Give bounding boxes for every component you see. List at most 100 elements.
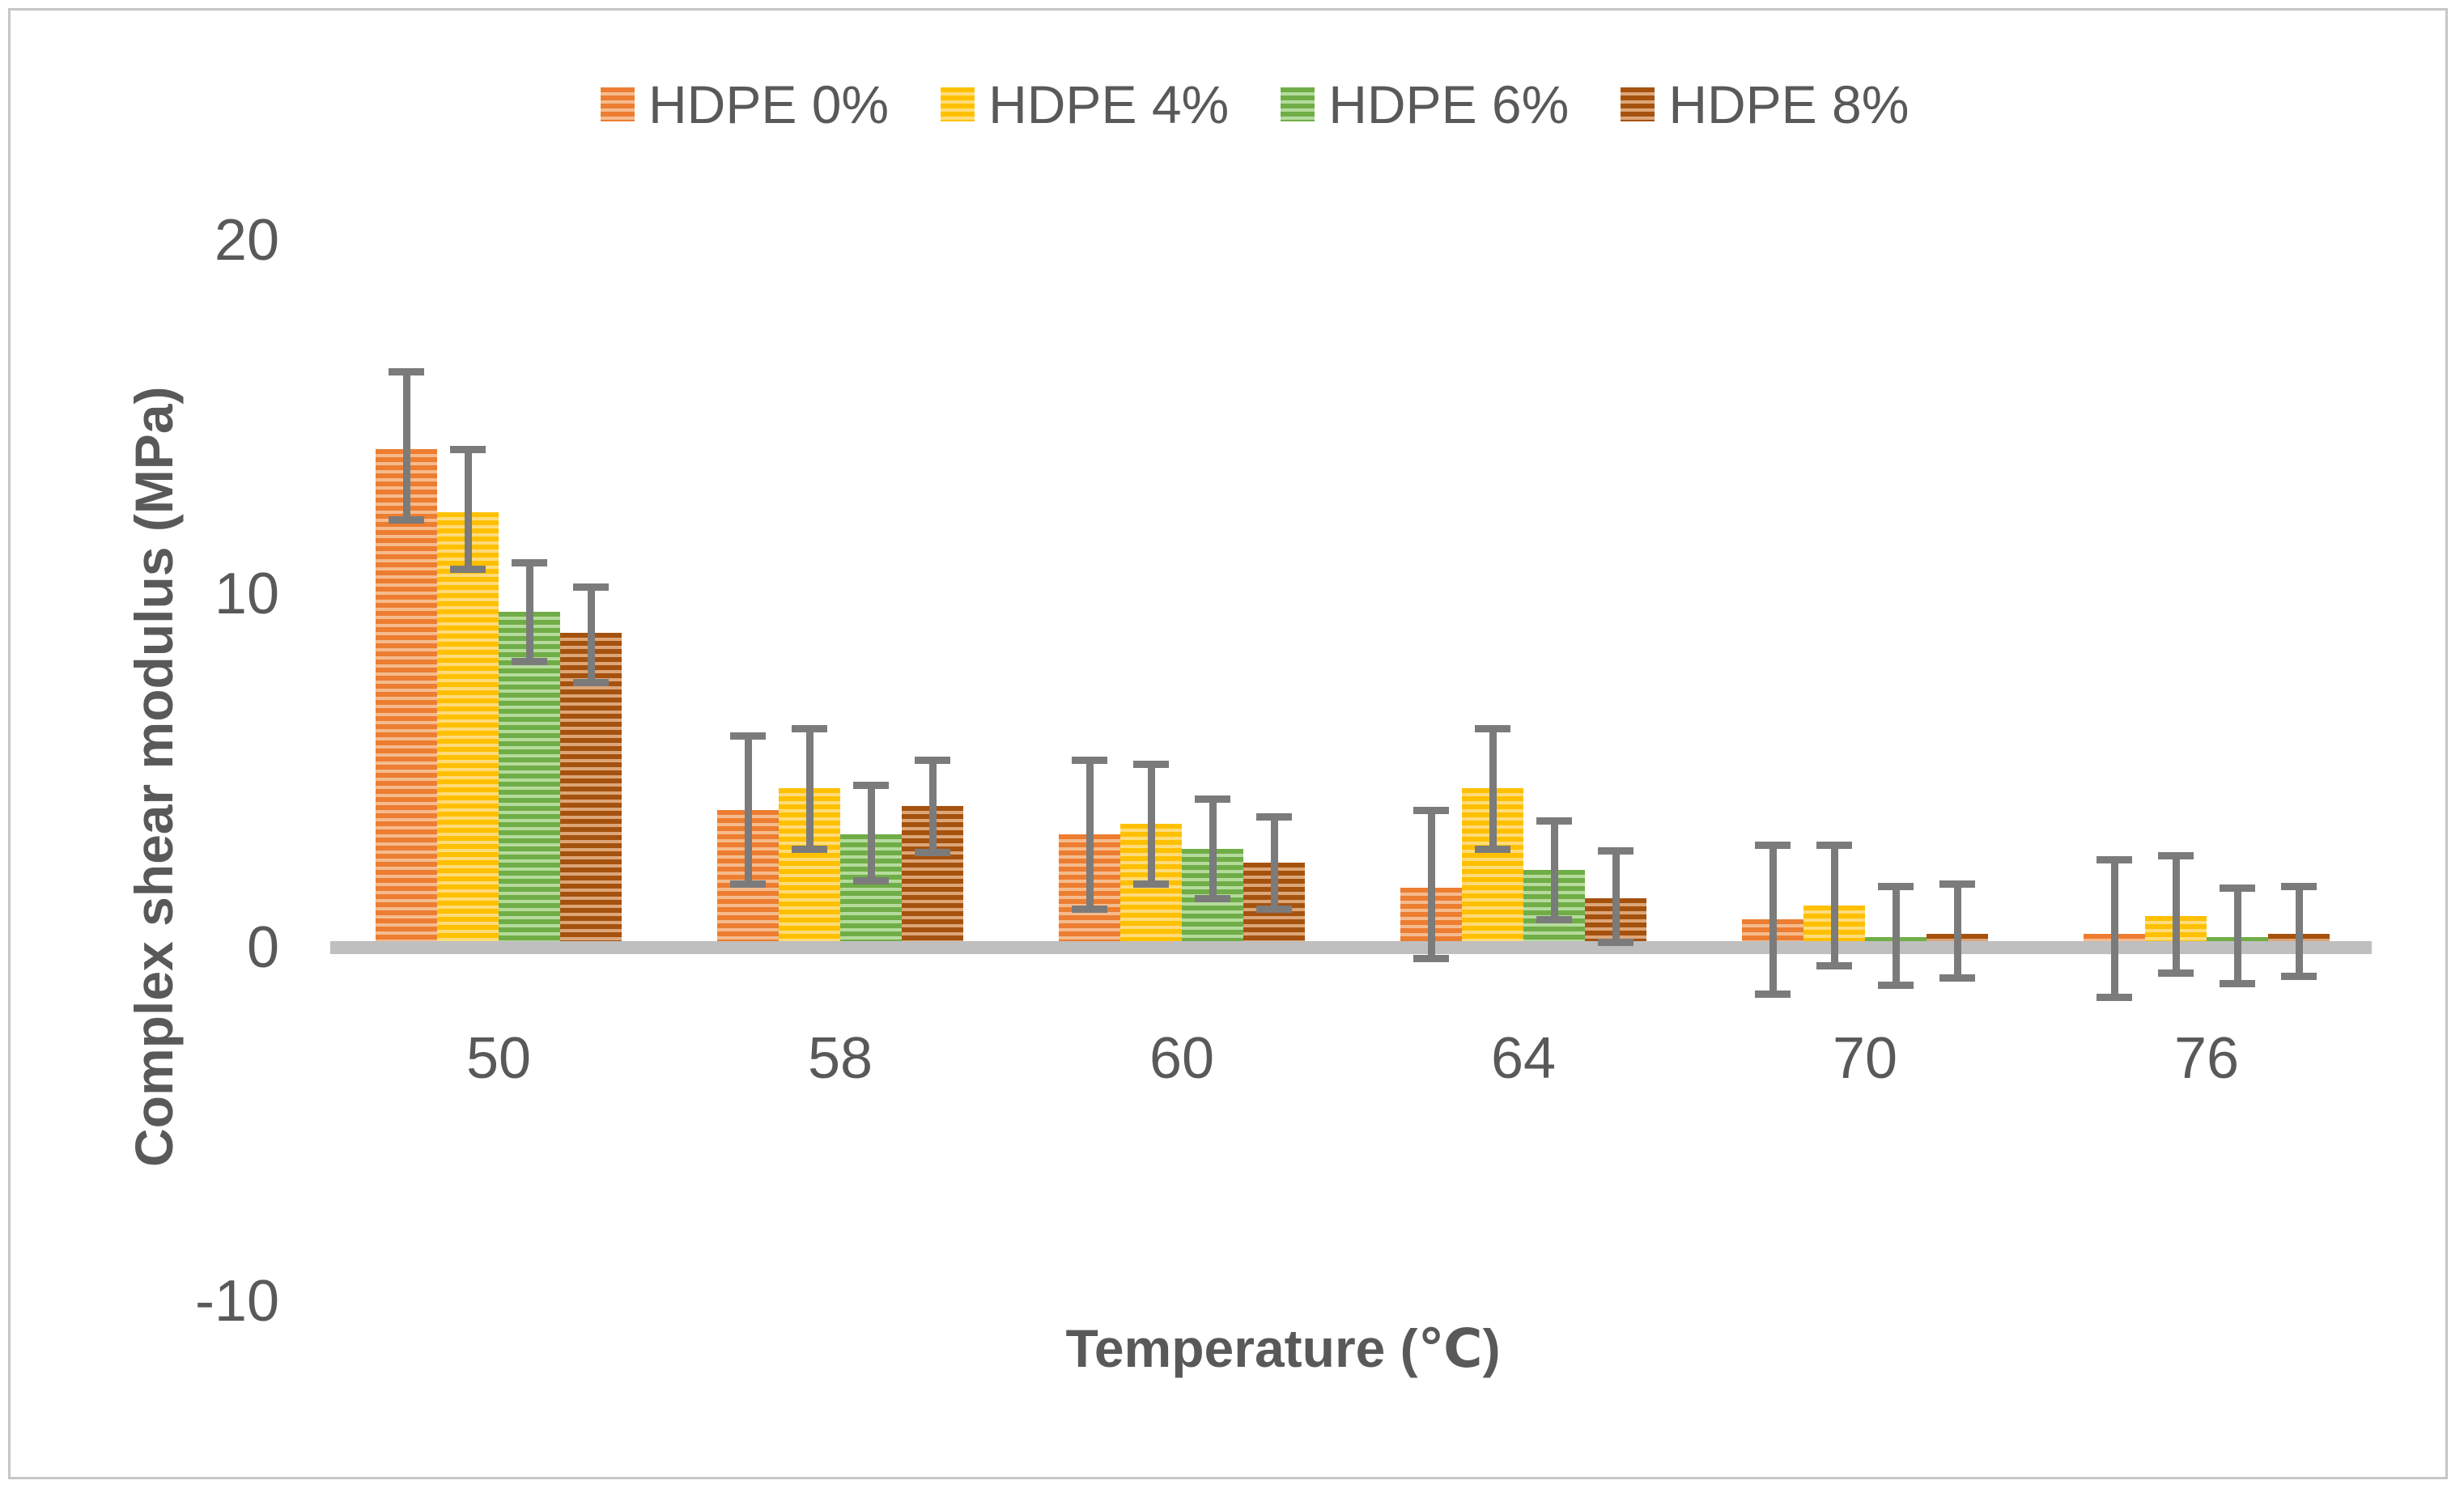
error-bar-cap-bottom bbox=[1816, 961, 1852, 969]
error-bar-stem bbox=[744, 735, 752, 884]
error-bar-cap-bottom bbox=[1536, 916, 1572, 924]
y-tick-label: 10 bbox=[214, 562, 279, 626]
error-bar-cap-top bbox=[1475, 725, 1510, 733]
x-category-label: 50 bbox=[465, 1026, 532, 1091]
error-bar-stem bbox=[2110, 859, 2118, 998]
error-bar-cap-top bbox=[730, 732, 766, 740]
error-bar-cap-bottom bbox=[2097, 994, 2132, 1002]
x-category-label: 76 bbox=[2173, 1026, 2240, 1091]
error-bar-cap-top bbox=[573, 583, 609, 592]
error-bar-stem bbox=[402, 371, 410, 520]
x-axis-title: Temperature (℃) bbox=[1065, 1318, 1501, 1378]
error-bar-stem bbox=[1550, 820, 1558, 920]
error-bar-stem bbox=[928, 760, 937, 852]
legend-swatch-icon bbox=[601, 87, 635, 121]
error-bar-cap-top bbox=[1816, 842, 1852, 850]
error-bar-stem bbox=[464, 448, 472, 570]
error-bar-stem bbox=[2295, 885, 2303, 976]
error-bar-cap-bottom bbox=[450, 566, 486, 574]
error-bar-stem bbox=[1892, 885, 1900, 985]
error-bar-cap-top bbox=[1755, 842, 1791, 850]
legend-swatch-icon bbox=[1621, 87, 1655, 121]
error-bar-stem bbox=[2172, 855, 2180, 973]
bar-hdpe-0--at-50 bbox=[376, 448, 437, 948]
error-bar-stem bbox=[1953, 884, 1961, 978]
legend-item: HDPE 0% bbox=[601, 78, 889, 131]
error-bar-stem bbox=[1612, 850, 1620, 943]
legend-item: HDPE 6% bbox=[1281, 78, 1569, 131]
legend-label: HDPE 4% bbox=[988, 74, 1230, 134]
error-bar-cap-bottom bbox=[1195, 894, 1230, 902]
x-category-label: 64 bbox=[1490, 1026, 1557, 1091]
error-bar-cap-top bbox=[853, 781, 889, 789]
error-bar-cap-bottom bbox=[1256, 905, 1292, 913]
chart-legend: HDPE 0% HDPE 4% HDPE 6% HDPE 8% bbox=[601, 78, 1909, 131]
error-bar-stem bbox=[1769, 845, 1777, 994]
error-bar-stem bbox=[805, 728, 814, 849]
error-bar-cap-bottom bbox=[853, 876, 889, 884]
error-bar-cap-top bbox=[1598, 846, 1633, 855]
x-category-label: 70 bbox=[1832, 1026, 1898, 1091]
y-tick-label: -10 bbox=[194, 1269, 279, 1334]
error-bar-cap-bottom bbox=[2281, 972, 2317, 980]
error-bar-cap-top bbox=[1256, 813, 1292, 821]
error-bar-cap-top bbox=[1536, 817, 1572, 825]
x-category-label: 60 bbox=[1149, 1026, 1215, 1091]
error-bar-cap-bottom bbox=[1475, 845, 1510, 853]
error-bar-stem bbox=[587, 587, 595, 683]
error-bar-cap-bottom bbox=[792, 845, 827, 853]
error-bar-stem bbox=[1830, 845, 1838, 965]
bar-hdpe-4--at-50 bbox=[437, 512, 499, 948]
y-tick-label: 20 bbox=[214, 208, 279, 273]
legend-item: HDPE 4% bbox=[941, 78, 1229, 131]
error-bar-cap-top bbox=[2220, 884, 2255, 892]
error-bar-cap-bottom bbox=[2220, 979, 2255, 987]
error-bar-cap-top bbox=[1413, 806, 1449, 814]
legend-swatch-icon bbox=[1281, 87, 1315, 121]
error-bar-cap-bottom bbox=[1413, 955, 1449, 963]
error-bar-cap-bottom bbox=[1878, 981, 1914, 989]
error-bar-cap-bottom bbox=[2158, 969, 2194, 977]
error-bar-cap-bottom bbox=[1598, 939, 1633, 947]
error-bar-stem bbox=[1427, 809, 1435, 959]
error-bar-cap-top bbox=[1133, 760, 1169, 768]
error-bar-cap-top bbox=[512, 558, 547, 566]
error-bar-cap-bottom bbox=[730, 880, 766, 889]
x-category-label: 58 bbox=[807, 1026, 873, 1091]
legend-label: HDPE 8% bbox=[1668, 74, 1910, 134]
error-bar-cap-top bbox=[1878, 882, 1914, 890]
legend-item: HDPE 8% bbox=[1621, 78, 1909, 131]
legend-label: HDPE 0% bbox=[648, 74, 890, 134]
error-bar-cap-bottom bbox=[1133, 880, 1169, 889]
error-bar-stem bbox=[1147, 763, 1155, 884]
error-bar-stem bbox=[2233, 887, 2241, 983]
error-bar-cap-bottom bbox=[573, 679, 609, 687]
error-bar-stem bbox=[1270, 817, 1278, 909]
error-bar-stem bbox=[525, 562, 533, 662]
error-bar-cap-bottom bbox=[1755, 990, 1791, 998]
bar-hdpe-6--at-50 bbox=[499, 611, 560, 948]
error-bar-cap-bottom bbox=[915, 849, 950, 856]
error-bar-stem bbox=[867, 784, 875, 880]
error-bar-stem bbox=[1085, 760, 1094, 909]
legend-swatch-icon bbox=[941, 87, 975, 121]
error-bar-cap-top bbox=[2158, 852, 2194, 860]
legend-label: HDPE 6% bbox=[1328, 74, 1570, 134]
error-bar-cap-top bbox=[2281, 882, 2317, 890]
error-bar-cap-top bbox=[915, 757, 950, 765]
error-bar-cap-top bbox=[389, 367, 424, 375]
error-bar-stem bbox=[1489, 728, 1497, 849]
error-bar-cap-bottom bbox=[389, 516, 424, 524]
error-bar-cap-top bbox=[1195, 795, 1230, 804]
error-bar-cap-top bbox=[1072, 757, 1107, 765]
error-bar-cap-top bbox=[2097, 855, 2132, 863]
error-bar-cap-bottom bbox=[1939, 974, 1975, 982]
error-bar-cap-bottom bbox=[1072, 905, 1107, 913]
error-bar-cap-bottom bbox=[512, 658, 547, 666]
error-bar-cap-top bbox=[792, 725, 827, 733]
error-bar-cap-top bbox=[1939, 880, 1975, 889]
y-tick-label: 0 bbox=[246, 915, 279, 980]
error-bar-cap-top bbox=[450, 445, 486, 453]
